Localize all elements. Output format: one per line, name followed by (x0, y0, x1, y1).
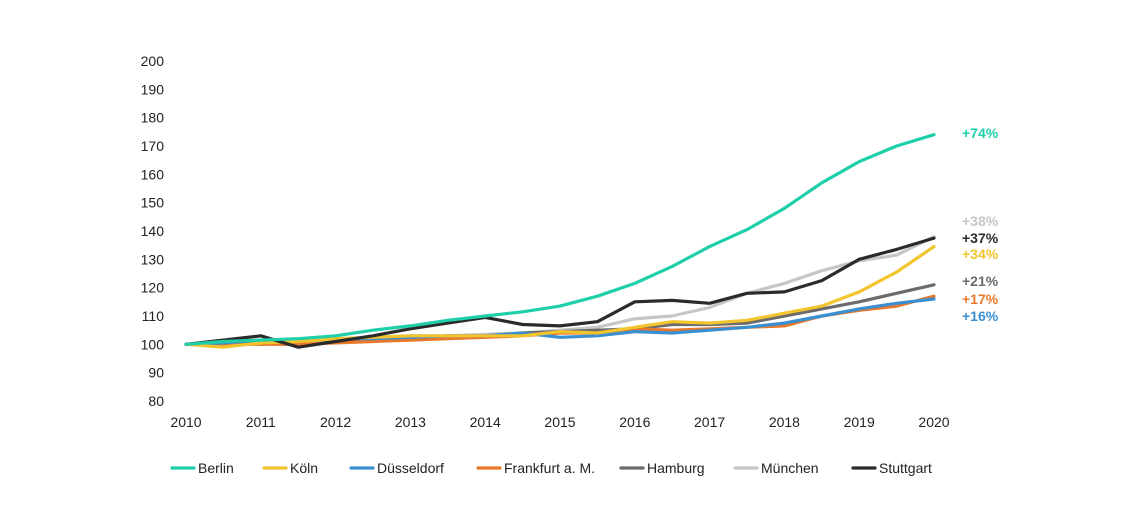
legend-item-munchen: München (733, 460, 819, 476)
x-tick-label: 2018 (769, 414, 800, 430)
legend-label: Köln (290, 460, 318, 476)
x-tick-label: 2012 (320, 414, 351, 430)
y-tick-label: 80 (148, 393, 164, 409)
legend-item-frankfurt-a-m: Frankfurt a. M. (476, 460, 595, 476)
series-line-koln (184, 245, 936, 349)
y-tick-label: 120 (141, 280, 165, 296)
legend-item-stuttgart: Stuttgart (851, 460, 932, 476)
y-tick-label: 180 (141, 110, 165, 126)
end-labels: +38% +21% +17%+16% +34%+37% +74% (962, 125, 999, 324)
x-tick-label: 2020 (918, 414, 949, 430)
y-tick-label: 100 (141, 336, 165, 352)
x-tick-label: 2015 (544, 414, 575, 430)
x-tick-label: 2019 (844, 414, 875, 430)
y-tick-label: 200 (141, 53, 165, 69)
end-label-berlin: +74% (962, 125, 999, 141)
x-tick-label: 2013 (395, 414, 426, 430)
legend: Berlin Köln Düsseldorf Frankfurt a. M. Hambu… (170, 460, 932, 476)
end-label-stuttgart: +37% (962, 230, 999, 246)
end-label-frankfurt-a-m: +17% (962, 291, 999, 307)
end-label-dusseldorf: +16% (962, 308, 999, 324)
end-label-koln: +34% (962, 246, 999, 262)
x-tick-label: 2016 (619, 414, 650, 430)
x-tick-label: 2010 (170, 414, 201, 430)
y-tick-label: 90 (148, 365, 164, 381)
legend-label: München (761, 460, 819, 476)
end-label-munchen: +38% (962, 213, 999, 229)
y-tick-label: 140 (141, 223, 165, 239)
x-tick-label: 2011 (246, 414, 276, 430)
legend-item-dusseldorf: Düsseldorf (349, 460, 444, 476)
y-axis: 80 90 100 110 120 130 140 150 160 170 180 190 200 (141, 53, 165, 409)
legend-item-koln: Köln (262, 460, 318, 476)
x-tick-label: 2017 (694, 414, 725, 430)
series-line-munchen (184, 235, 936, 346)
y-tick-label: 150 (141, 195, 165, 211)
legend-item-hamburg: Hamburg (619, 460, 705, 476)
legend-label: Düsseldorf (377, 460, 444, 476)
y-tick-label: 110 (142, 308, 165, 324)
x-tick-label: 2014 (470, 414, 501, 430)
legend-label: Stuttgart (879, 460, 932, 476)
y-tick-label: 170 (141, 138, 165, 154)
series-line-stuttgart (184, 236, 936, 349)
y-tick-label: 190 (141, 81, 165, 97)
legend-item-berlin: Berlin (170, 460, 234, 476)
x-axis: 2010 2011 2012 2013 2014 2015 2016 2017 2018 2019… (170, 414, 949, 430)
end-label-hamburg: +21% (962, 273, 999, 289)
legend-label: Frankfurt a. M. (504, 460, 595, 476)
series-line-berlin (184, 133, 936, 346)
legend-label: Berlin (198, 460, 234, 476)
series-lines (184, 133, 936, 349)
y-tick-label: 160 (141, 166, 165, 182)
legend-label: Hamburg (647, 460, 705, 476)
y-tick-label: 130 (141, 251, 165, 267)
